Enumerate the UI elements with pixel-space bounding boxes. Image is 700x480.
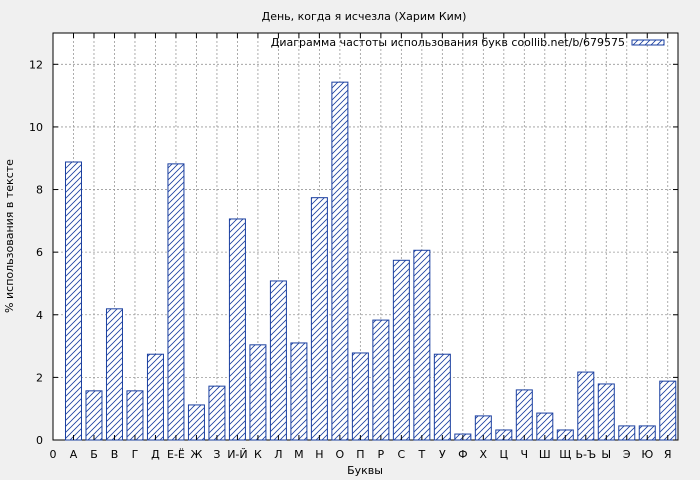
bar bbox=[577, 371, 595, 441]
x-tick-label: Ф bbox=[458, 448, 467, 461]
bar bbox=[85, 390, 103, 441]
x-tick-label: Б bbox=[90, 448, 98, 461]
y-tick-label: 4 bbox=[36, 309, 43, 322]
x-tick-label: Н bbox=[315, 448, 323, 461]
bar bbox=[515, 389, 533, 441]
bar bbox=[310, 197, 328, 441]
x-tick-label: Ц bbox=[500, 448, 509, 461]
y-tick-label: 0 bbox=[36, 434, 43, 447]
bar bbox=[659, 380, 677, 441]
bar bbox=[146, 353, 164, 441]
bar bbox=[126, 390, 144, 441]
x-tick-label: Х bbox=[480, 448, 488, 461]
bar bbox=[249, 344, 267, 441]
x-tick-label: В bbox=[111, 448, 119, 461]
x-tick-label: С bbox=[398, 448, 406, 461]
legend-label: Диаграмма частоты использования букв coo… bbox=[271, 36, 625, 49]
x-tick-label: М bbox=[294, 448, 304, 461]
bar bbox=[64, 161, 82, 441]
x-tick-label: И-Й bbox=[227, 448, 247, 461]
bar bbox=[413, 249, 431, 441]
y-axis: 0 2 4 6 8 10 12 bbox=[29, 58, 678, 447]
x-tick-label: Г bbox=[132, 448, 139, 461]
x-tick-label: Д bbox=[151, 448, 160, 461]
y-axis-label: % использования в тексте bbox=[3, 159, 16, 313]
x-tick-label: 0 bbox=[50, 448, 57, 461]
x-tick-label: Щ bbox=[559, 448, 571, 461]
bars bbox=[64, 81, 677, 441]
y-tick-label: 6 bbox=[36, 246, 43, 259]
x-tick-label: Р bbox=[378, 448, 385, 461]
y-tick-label: 8 bbox=[36, 184, 43, 197]
chart-title: День, когда я исчезла (Харим Ким) bbox=[262, 10, 467, 23]
x-tick-label: П bbox=[356, 448, 364, 461]
x-axis-label: Буквы bbox=[347, 464, 383, 477]
bar bbox=[269, 280, 287, 441]
x-tick-label: К bbox=[254, 448, 262, 461]
x-tick-label: Ч bbox=[521, 448, 529, 461]
bar bbox=[351, 352, 369, 441]
bar bbox=[331, 81, 349, 441]
bar bbox=[208, 385, 226, 441]
bar bbox=[392, 259, 410, 441]
bar bbox=[167, 163, 185, 441]
legend-swatch bbox=[631, 39, 665, 46]
x-tick-label: З bbox=[213, 448, 220, 461]
x-tick-label: О bbox=[336, 448, 345, 461]
x-tick-label: Ю bbox=[641, 448, 653, 461]
x-tick-label: А bbox=[70, 448, 78, 461]
x-tick-label: Л bbox=[274, 448, 282, 461]
bar bbox=[187, 404, 205, 441]
bar bbox=[433, 353, 451, 441]
x-tick-label: Я bbox=[664, 448, 672, 461]
x-tick-label: Ь-Ъ bbox=[575, 448, 596, 461]
x-tick-label: Ы bbox=[601, 448, 611, 461]
x-tick-label: Т bbox=[417, 448, 425, 461]
bar bbox=[290, 342, 308, 441]
bar bbox=[372, 319, 390, 441]
x-tick-label: У bbox=[439, 448, 446, 461]
y-tick-label: 10 bbox=[29, 121, 43, 134]
bar bbox=[105, 308, 123, 441]
x-tick-label: Э bbox=[623, 448, 631, 461]
x-tick-label: Ш bbox=[539, 448, 551, 461]
bar bbox=[228, 218, 246, 441]
x-tick-label: Ж bbox=[191, 448, 203, 461]
legend: Диаграмма частоты использования букв coo… bbox=[271, 36, 665, 49]
bar bbox=[597, 383, 615, 441]
x-tick-label: Е-Ё bbox=[167, 448, 185, 461]
y-tick-label: 12 bbox=[29, 58, 43, 71]
x-axis: 0 А Б В Г Д Е-Ё Ж З И-Й К Л М Н О П Р С Т У Ф Х Ц Ч Ш Щ Ь-Ъ Ы Э Ю Я bbox=[50, 33, 672, 461]
y-tick-label: 2 bbox=[36, 371, 43, 384]
